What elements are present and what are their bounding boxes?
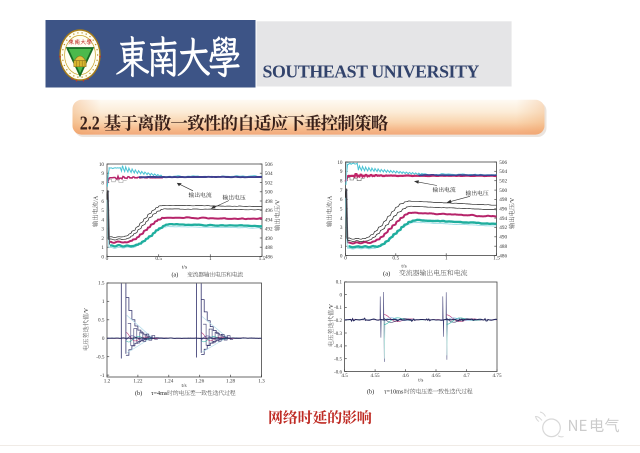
- svg-text:486: 486: [265, 254, 273, 260]
- svg-text:1.2: 1.2: [104, 378, 111, 384]
- svg-text:-0.3: -0.3: [334, 332, 342, 337]
- svg-text:502: 502: [265, 180, 273, 186]
- svg-text:9: 9: [101, 171, 104, 177]
- svg-text:-0.2: -0.2: [334, 319, 342, 324]
- svg-text:/V: /V: [84, 307, 90, 314]
- svg-text:7: 7: [101, 190, 104, 196]
- svg-text:-0.5: -0.5: [334, 358, 342, 363]
- svg-text:5: 5: [101, 208, 104, 214]
- svg-text:/V: /V: [510, 197, 516, 204]
- svg-text:1: 1: [209, 256, 212, 262]
- svg-text:4.6: 4.6: [402, 373, 409, 379]
- svg-text:1: 1: [101, 245, 104, 251]
- svg-text:t/s: t/s: [401, 263, 406, 269]
- svg-text:506: 506: [265, 162, 273, 168]
- svg-text:/A: /A: [328, 195, 334, 202]
- svg-text:0: 0: [106, 256, 109, 262]
- svg-text:488: 488: [499, 244, 507, 250]
- svg-text:4.65: 4.65: [431, 373, 440, 379]
- svg-text:0: 0: [102, 336, 105, 342]
- svg-text:1: 1: [102, 299, 105, 305]
- svg-text:0.5: 0.5: [392, 256, 399, 262]
- svg-text:3: 3: [340, 225, 343, 231]
- svg-text:(b): (b): [135, 390, 142, 397]
- svg-text:0: 0: [344, 256, 347, 262]
- svg-text:490: 490: [499, 235, 507, 241]
- svg-text:496: 496: [499, 207, 507, 213]
- svg-text:(a): (a): [383, 270, 390, 277]
- svg-text:9: 9: [340, 169, 343, 175]
- svg-text:-1: -1: [100, 373, 105, 379]
- svg-text:1.26: 1.26: [195, 378, 204, 384]
- svg-text:-0.1: -0.1: [334, 306, 342, 311]
- svg-text:4.5: 4.5: [341, 373, 348, 379]
- svg-text:1.5: 1.5: [493, 256, 500, 262]
- svg-text:0: 0: [340, 293, 343, 298]
- svg-text:10: 10: [337, 160, 343, 166]
- svg-text:t/s: t/s: [418, 378, 423, 384]
- svg-text:1: 1: [445, 256, 448, 262]
- svg-text:t/s: t/s: [181, 383, 186, 389]
- svg-text:-0.5: -0.5: [96, 355, 105, 361]
- svg-text:4.7: 4.7: [463, 373, 470, 379]
- svg-text:τ=4ms: τ=4ms: [151, 390, 168, 397]
- svg-text:t/s: t/s: [182, 264, 187, 270]
- svg-text:1.22: 1.22: [133, 378, 142, 384]
- svg-text:1.5: 1.5: [98, 281, 105, 287]
- svg-text:492: 492: [499, 225, 507, 231]
- svg-text:7: 7: [340, 188, 343, 194]
- svg-text:3: 3: [101, 227, 104, 233]
- svg-text:5: 5: [340, 207, 343, 213]
- svg-text:(a): (a): [172, 272, 179, 279]
- svg-text:496: 496: [265, 208, 273, 214]
- svg-text:/V: /V: [329, 303, 335, 310]
- svg-text:506: 506: [499, 160, 507, 166]
- svg-text:6: 6: [101, 199, 104, 205]
- svg-text:4.75: 4.75: [492, 373, 501, 379]
- svg-text:494: 494: [265, 217, 273, 223]
- svg-text:2: 2: [340, 235, 343, 241]
- svg-text:-0.4: -0.4: [334, 345, 342, 350]
- svg-text:500: 500: [499, 188, 507, 194]
- svg-text:/V: /V: [276, 199, 282, 206]
- svg-text:1: 1: [340, 244, 343, 250]
- svg-text:502: 502: [499, 179, 507, 185]
- svg-text:4: 4: [101, 217, 104, 223]
- svg-text:SOUTHEAST UNIVERSITY: SOUTHEAST UNIVERSITY: [263, 62, 480, 82]
- svg-text:504: 504: [499, 169, 507, 175]
- svg-text:(b): (b): [367, 389, 374, 396]
- svg-text:6: 6: [340, 197, 343, 203]
- svg-text:1.24: 1.24: [164, 378, 173, 384]
- svg-text:498: 498: [265, 199, 273, 205]
- svg-text:1.3: 1.3: [258, 378, 265, 384]
- svg-text:8: 8: [101, 180, 104, 186]
- svg-text:0.1: 0.1: [336, 281, 343, 286]
- svg-text:10: 10: [99, 162, 105, 168]
- svg-text:2.2: 2.2: [80, 112, 100, 134]
- svg-text:490: 490: [265, 236, 273, 242]
- svg-text:1.5: 1.5: [259, 256, 266, 262]
- svg-text:498: 498: [499, 197, 507, 203]
- svg-text:0: 0: [340, 253, 343, 259]
- svg-text:1.28: 1.28: [226, 378, 235, 384]
- svg-text:/A: /A: [94, 195, 100, 202]
- svg-text:0.5: 0.5: [155, 256, 162, 262]
- svg-text:2: 2: [101, 236, 104, 242]
- svg-text:8: 8: [340, 179, 343, 185]
- svg-text:τ=10ms: τ=10ms: [384, 389, 404, 396]
- svg-text:0: 0: [101, 254, 104, 260]
- svg-text:504: 504: [265, 171, 273, 177]
- svg-text:4: 4: [340, 216, 343, 222]
- svg-text:4.55: 4.55: [371, 373, 380, 379]
- svg-text:486: 486: [499, 253, 507, 259]
- svg-text:500: 500: [265, 190, 273, 196]
- svg-text:492: 492: [265, 227, 273, 233]
- svg-text:488: 488: [265, 245, 273, 251]
- svg-text:-0.6: -0.6: [334, 370, 342, 375]
- svg-text:0.5: 0.5: [98, 318, 105, 324]
- svg-text:494: 494: [499, 216, 507, 222]
